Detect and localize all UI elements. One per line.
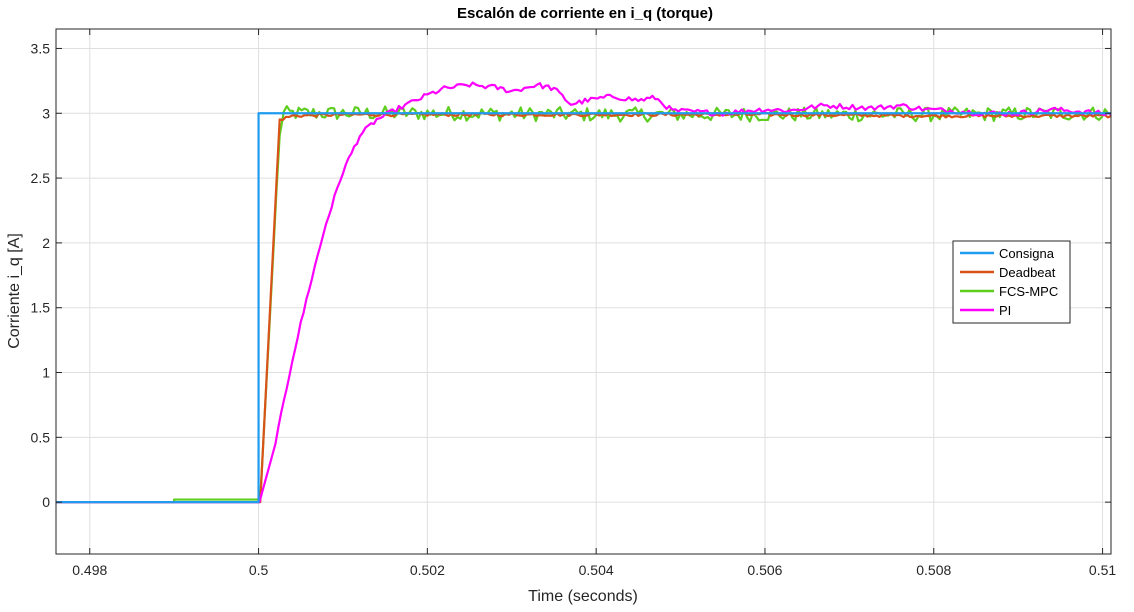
y-tick-label: 0.5	[31, 429, 51, 445]
y-tick-label: 1	[42, 365, 50, 381]
x-axis-label: Time (seconds)	[528, 588, 638, 605]
y-axis-ticks: 0 0.5 1 1.5 2 2.5 3 3.5	[31, 40, 1111, 510]
legend-entry: PI	[999, 303, 1011, 318]
legend-entry: FCS-MPC	[999, 284, 1058, 299]
legend-entry: Consigna	[999, 246, 1055, 261]
x-tick-label: 0.51	[1089, 562, 1116, 578]
legend: Consigna Deadbeat FCS-MPC PI	[952, 240, 1071, 324]
series-line-consigna	[56, 112, 1111, 504]
y-tick-label: 3.5	[31, 40, 51, 56]
series-lines	[56, 81, 1111, 504]
x-axis-ticks: 0.498 0.5 0.502 0.504 0.506 0.508 0.51	[72, 29, 1116, 578]
y-tick-label: 2	[42, 235, 50, 251]
x-tick-label: 0.504	[579, 562, 614, 578]
x-tick-label: 0.5	[249, 562, 269, 578]
y-tick-label: 0	[42, 494, 50, 510]
y-tick-label: 2.5	[31, 170, 51, 186]
x-tick-label: 0.506	[747, 562, 782, 578]
x-tick-label: 0.502	[410, 562, 445, 578]
x-tick-label: 0.498	[72, 562, 107, 578]
axes-box	[55, 28, 1112, 555]
y-tick-label: 1.5	[31, 300, 51, 316]
y-tick-label: 3	[42, 105, 50, 121]
y-axis-label: Corriente i_q [A]	[6, 233, 23, 349]
chart-title: Escalón de corriente en i_q (torque)	[457, 5, 713, 22]
x-tick-label: 0.508	[916, 562, 951, 578]
legend-entry: Deadbeat	[999, 265, 1056, 280]
